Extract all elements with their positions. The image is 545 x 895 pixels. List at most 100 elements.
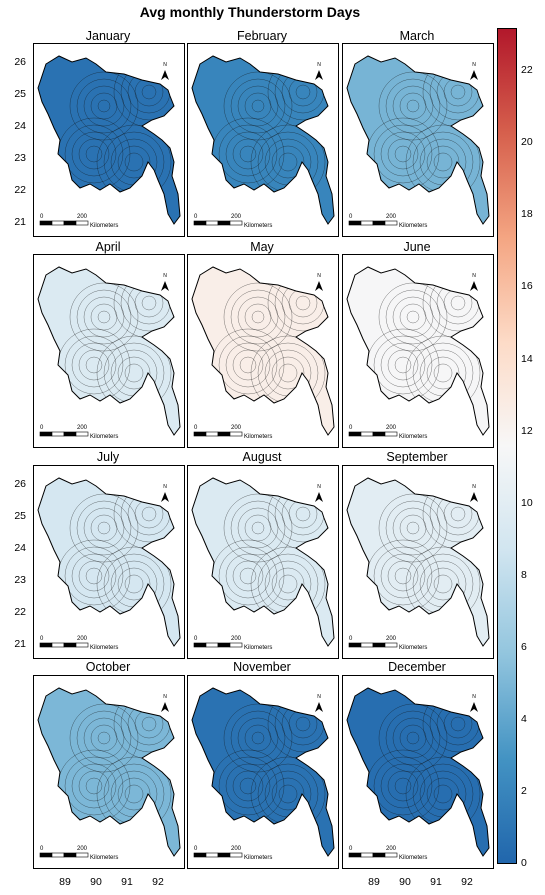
contour-line: [232, 349, 264, 381]
contour-line: [230, 500, 286, 556]
longitude-tick-label: 91: [121, 876, 133, 888]
contour-line: [251, 521, 265, 535]
contour-line: [83, 717, 125, 759]
longitude-tick-label: 92: [461, 876, 473, 888]
contour-line: [251, 731, 265, 745]
country-region: [191, 55, 335, 225]
contour-line: [124, 574, 144, 594]
contour-line: [295, 506, 311, 522]
latitude-tick-label: 23: [14, 152, 26, 164]
scalebar-unit-label: Kilometers: [399, 434, 427, 440]
contour-line: [218, 546, 278, 606]
contour-line: [387, 349, 419, 381]
colorbar-tick-label: 20: [521, 136, 533, 149]
longitude-tick-label: 89: [368, 876, 380, 888]
month-map-panel: N 0 200 Kilometers: [342, 254, 494, 448]
latitude-tick-label: 26: [14, 56, 26, 68]
contour-line: [230, 289, 286, 345]
scalebar-segment: [384, 852, 398, 858]
contour-line: [278, 152, 298, 172]
scalebar-unit-label: Kilometers: [244, 223, 272, 229]
contour-line: [218, 335, 278, 395]
contour-line: [124, 363, 144, 383]
contour-line: [97, 731, 111, 745]
longitude-tick-label: 91: [430, 876, 442, 888]
scalebar-zero-label: 0: [349, 214, 353, 220]
scalebar-200-label: 200: [386, 425, 397, 431]
contour-line: [230, 710, 286, 766]
scalebar-200-label: 200: [77, 846, 88, 852]
scalebar-200-label: 200: [386, 214, 397, 220]
latitude-tick-label: 26: [14, 478, 26, 490]
longitude-tick-label: 90: [90, 876, 102, 888]
scalebar-segment: [75, 431, 89, 437]
country-region: [346, 55, 490, 225]
colorbar-tick-label: 16: [521, 280, 533, 293]
country-region: [346, 477, 490, 647]
north-arrow-icon: [161, 492, 169, 502]
contour-line: [232, 138, 264, 170]
contour-line: [117, 777, 151, 811]
contour-line: [78, 349, 110, 381]
contour-line: [124, 152, 144, 172]
contour-line: [76, 289, 132, 345]
scalebar-segment: [205, 852, 219, 858]
contour-line: [225, 763, 271, 809]
contour-line: [141, 84, 157, 100]
north-label: N: [163, 273, 167, 279]
contour-line: [271, 777, 305, 811]
month-map-panel: N 0 200 Kilometers: [187, 254, 339, 448]
contour-line: [232, 770, 264, 802]
north-label: N: [472, 273, 476, 279]
scalebar-unit-label: Kilometers: [244, 855, 272, 861]
contour-line: [64, 756, 124, 816]
colorbar-tick-label: 22: [521, 64, 533, 77]
contour-line: [239, 777, 257, 795]
contour-line: [271, 145, 305, 179]
scalebar-zero-label: 0: [40, 636, 44, 642]
contour-line: [141, 295, 157, 311]
contour-line: [97, 310, 111, 324]
country-region: [37, 477, 181, 647]
latitude-tick-label: 25: [14, 510, 26, 522]
colorbar: [497, 28, 517, 864]
contour-line: [117, 145, 151, 179]
month-map-panel: N 0 200 Kilometers: [187, 43, 339, 237]
month-map-panel: N 0 200 Kilometers: [33, 254, 185, 448]
contour-line: [380, 763, 426, 809]
scalebar-segment: [384, 431, 398, 437]
contour-line: [218, 124, 278, 184]
scalebar-segment: [360, 852, 374, 858]
contour-line: [394, 567, 412, 585]
scalebar-zero-label: 0: [40, 425, 44, 431]
month-title: June: [403, 240, 431, 254]
north-label: N: [163, 694, 167, 700]
north-label: N: [317, 484, 321, 490]
latitude-tick-label: 22: [14, 606, 26, 618]
scalebar-unit-label: Kilometers: [90, 645, 118, 651]
contour-line: [380, 553, 426, 599]
scalebar-unit-label: Kilometers: [90, 855, 118, 861]
latitude-tick-label: 23: [14, 574, 26, 586]
scalebar-unit-label: Kilometers: [90, 434, 118, 440]
scalebar-segment: [193, 642, 207, 648]
month-title: July: [96, 450, 120, 464]
contour-line: [218, 756, 278, 816]
contour-line: [85, 145, 103, 163]
colorbar-tick-label: 18: [521, 208, 533, 221]
scalebar-segment: [193, 431, 207, 437]
scalebar-segment: [217, 220, 231, 226]
scalebar-200-label: 200: [231, 214, 242, 220]
contour-line: [97, 521, 111, 535]
scalebar-segment: [229, 852, 243, 858]
scalebar-segment: [348, 852, 362, 858]
contour-line: [394, 145, 412, 163]
scalebar-zero-label: 0: [349, 846, 353, 852]
scalebar-200-label: 200: [386, 846, 397, 852]
contour-line: [406, 731, 420, 745]
contour-line: [141, 716, 157, 732]
scalebar-unit-label: Kilometers: [399, 645, 427, 651]
north-arrow-icon: [161, 70, 169, 80]
